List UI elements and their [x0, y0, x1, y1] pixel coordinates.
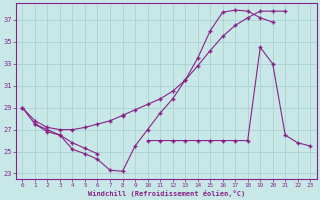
X-axis label: Windchill (Refroidissement éolien,°C): Windchill (Refroidissement éolien,°C) [88, 190, 245, 197]
